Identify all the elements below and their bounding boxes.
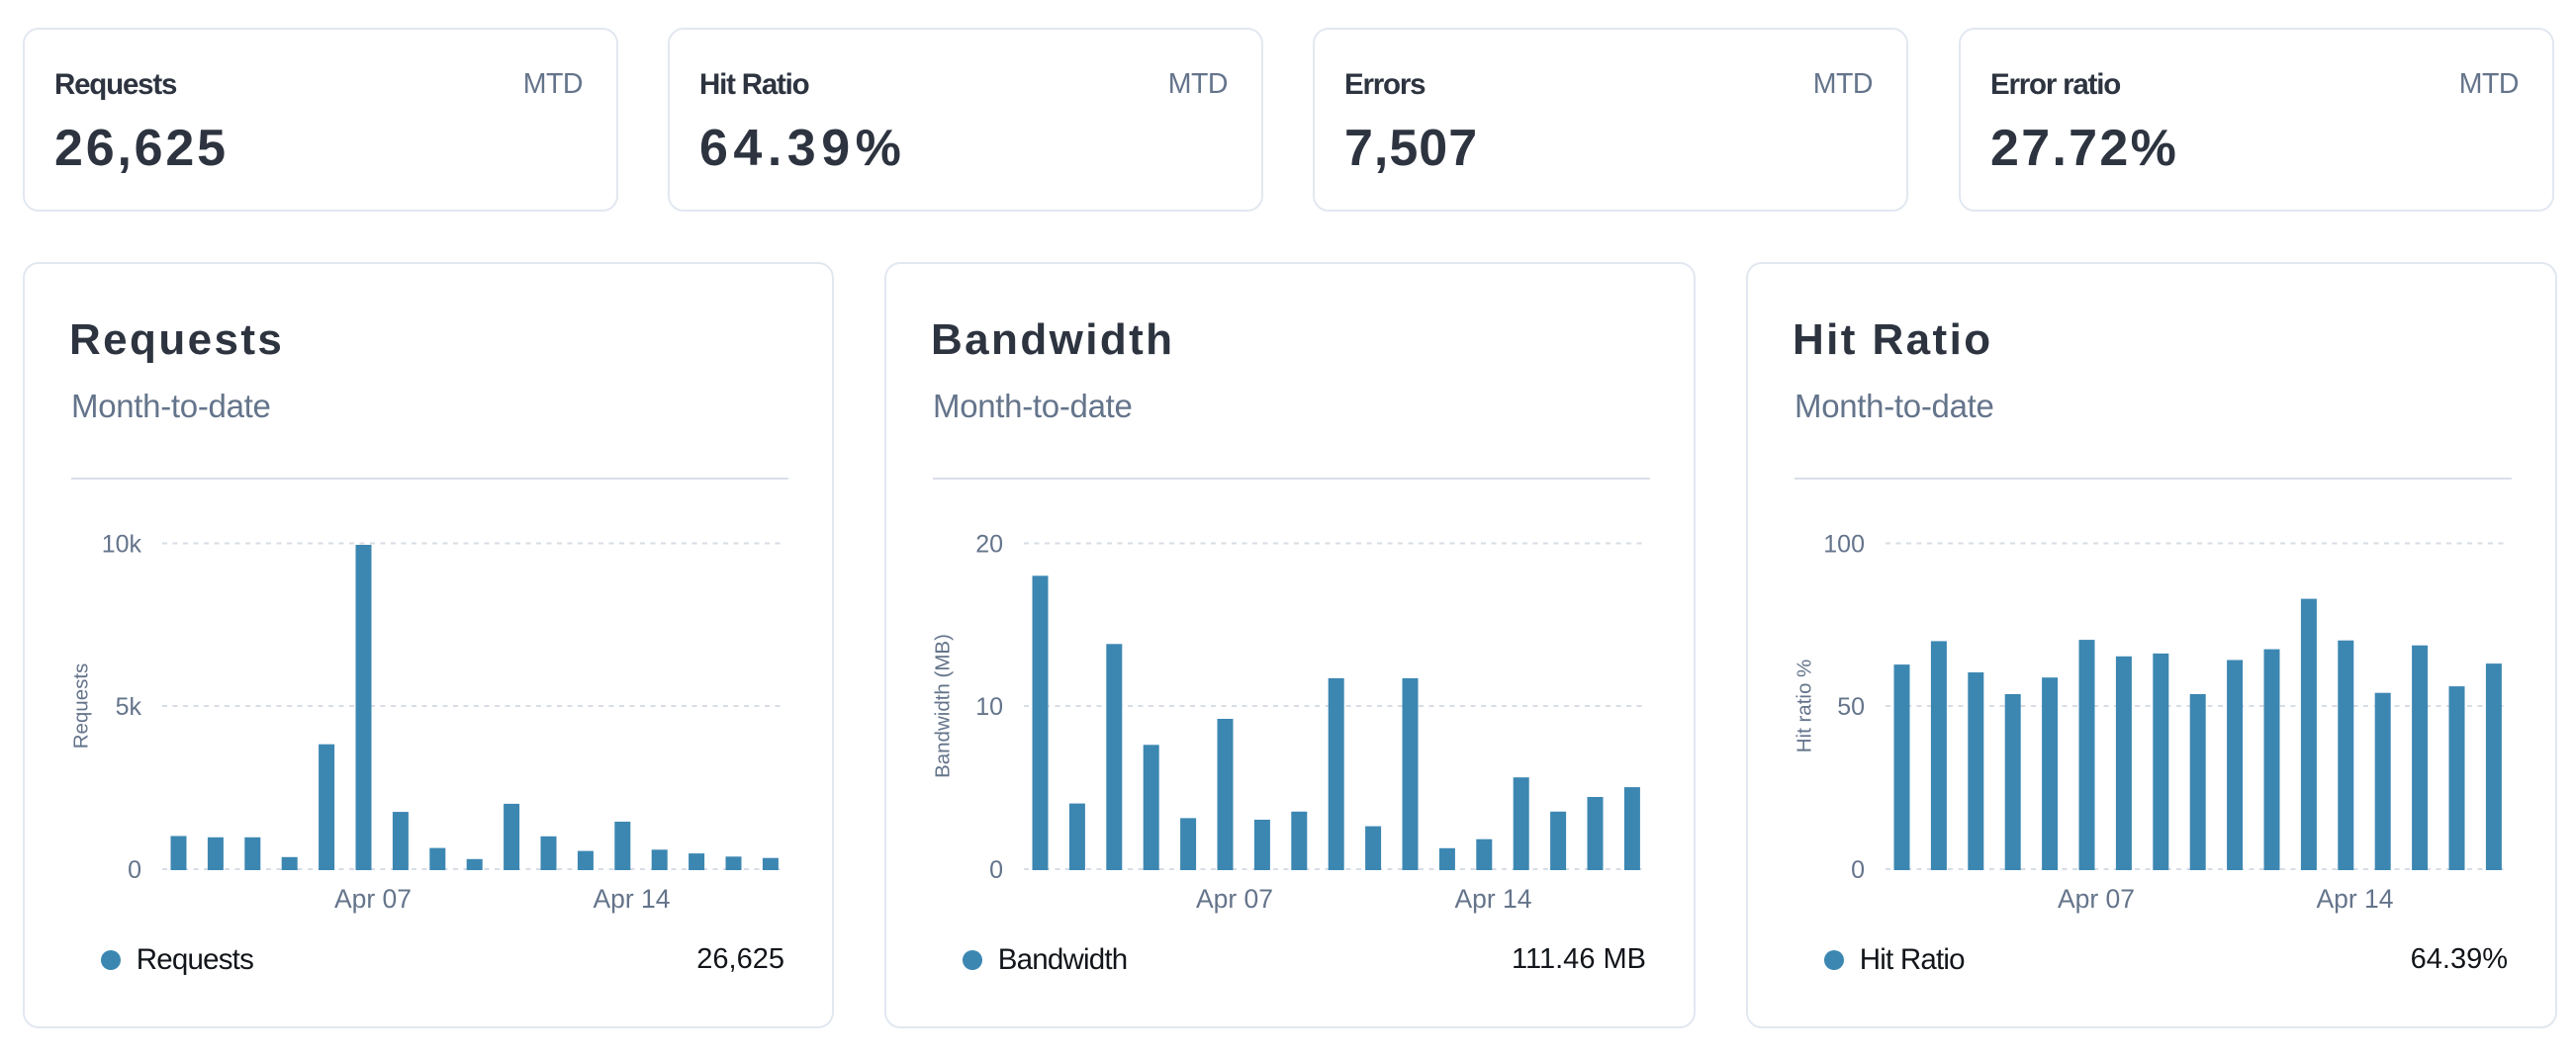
svg-text:100: 100 [1823, 531, 1865, 559]
svg-text:10k: 10k [102, 531, 142, 559]
svg-text:Apr 07: Apr 07 [1196, 884, 1273, 914]
svg-text:0: 0 [128, 856, 141, 884]
svg-text:10: 10 [975, 693, 1003, 721]
svg-text:Apr 14: Apr 14 [593, 884, 670, 914]
svg-text:Bandwidth (MB): Bandwidth (MB) [932, 634, 955, 778]
svg-text:Hit ratio %: Hit ratio % [1794, 660, 1816, 753]
svg-text:50: 50 [1837, 693, 1865, 721]
svg-text:Apr 07: Apr 07 [334, 884, 412, 914]
svg-text:Requests: Requests [70, 663, 93, 749]
svg-text:5k: 5k [116, 693, 142, 721]
svg-text:Apr 14: Apr 14 [1454, 884, 1531, 914]
svg-text:0: 0 [989, 856, 1003, 884]
svg-text:Apr 07: Apr 07 [2058, 884, 2135, 914]
svg-text:Apr 14: Apr 14 [2316, 884, 2393, 914]
svg-text:20: 20 [975, 531, 1003, 559]
svg-text:0: 0 [1851, 856, 1865, 884]
